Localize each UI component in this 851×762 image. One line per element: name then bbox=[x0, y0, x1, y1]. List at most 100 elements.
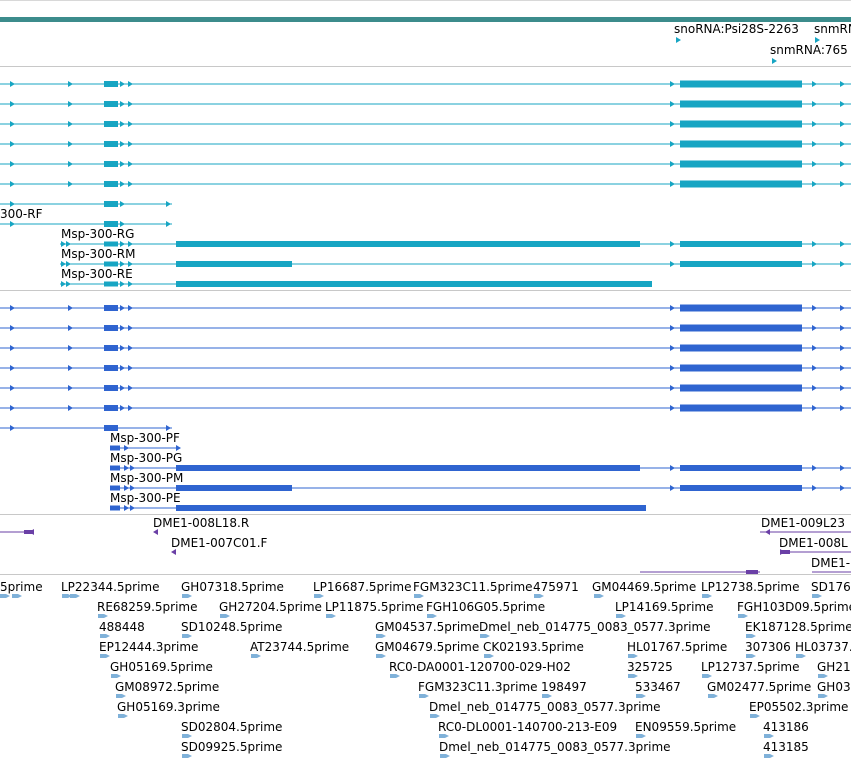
est-label[interactable]: LP22344.5prime bbox=[61, 580, 160, 594]
exon-block bbox=[419, 694, 425, 698]
clone-label[interactable]: DME1-008L bbox=[779, 536, 848, 550]
strand-arrow bbox=[445, 734, 449, 738]
protein-label[interactable]: Msp-300-PF bbox=[110, 431, 180, 445]
est-label[interactable]: RC0-DL0001-140700-213-E09 bbox=[438, 720, 618, 734]
est-label[interactable]: GH05169.5prime bbox=[110, 660, 213, 674]
clone-label[interactable]: DME1-007C01.F bbox=[171, 536, 268, 550]
est-label[interactable]: SD10248.5prime bbox=[181, 620, 283, 634]
est-label[interactable]: FGM323C11.3prime bbox=[418, 680, 538, 694]
strand-arrow bbox=[10, 425, 15, 431]
transcript-label[interactable]: Msp-300-RE bbox=[61, 267, 133, 281]
exon-block bbox=[484, 654, 490, 658]
est-label[interactable]: SD02804.5prime bbox=[181, 720, 283, 734]
strand-arrow bbox=[420, 594, 424, 598]
est-label[interactable]: LP12737.5prime bbox=[701, 660, 800, 674]
strand-arrow bbox=[812, 141, 817, 147]
est-label[interactable]: AT23744.5prime bbox=[250, 640, 350, 654]
strand-arrow bbox=[124, 485, 129, 491]
est-label[interactable]: 413186 bbox=[763, 720, 809, 734]
strand-arrow bbox=[61, 261, 66, 267]
est-label[interactable]: RE68259.5prime bbox=[97, 600, 198, 614]
est-label[interactable]: GM08972.5prime bbox=[115, 680, 220, 694]
snmrna-label[interactable]: snmRNA:765 bbox=[770, 43, 848, 57]
est-label[interactable]: HL01767.5prime bbox=[627, 640, 728, 654]
est-label[interactable]: 488448 bbox=[99, 620, 145, 634]
strand-arrow bbox=[812, 161, 817, 167]
transcript-label[interactable]: Msp-300-RG bbox=[61, 227, 135, 241]
strand-arrow bbox=[840, 365, 845, 371]
est-label[interactable]: 533467 bbox=[635, 680, 681, 694]
strand-arrow bbox=[10, 305, 15, 311]
exon-block bbox=[680, 465, 802, 471]
est-label[interactable]: 475971 bbox=[533, 580, 579, 594]
exon-block bbox=[314, 594, 320, 598]
est-label[interactable]: GH03 bbox=[817, 680, 851, 694]
strand-arrow bbox=[10, 385, 15, 391]
est-label[interactable]: GH05169.3prime bbox=[117, 700, 220, 714]
exon-block bbox=[680, 241, 802, 247]
est-label[interactable]: SD09925.5prime bbox=[181, 740, 283, 754]
snmrna-label[interactable]: snmRN bbox=[814, 22, 851, 36]
strand-arrow bbox=[188, 594, 192, 598]
est-label[interactable]: Dmel_neb_014775_0083_0577.3prime bbox=[439, 740, 671, 754]
exon-block bbox=[680, 140, 802, 148]
protein-label[interactable]: Msp-300-PE bbox=[110, 491, 181, 505]
strand-arrow bbox=[10, 81, 15, 87]
clone-label[interactable]: DME1- bbox=[811, 556, 851, 570]
exon-block bbox=[104, 281, 118, 287]
exon-block bbox=[104, 181, 118, 187]
est-label[interactable]: GM04469.5prime bbox=[592, 580, 697, 594]
est-label[interactable]: FGH103D09.5prime bbox=[737, 600, 851, 614]
strand-arrow bbox=[436, 714, 440, 718]
strand-arrow bbox=[670, 325, 675, 331]
est-label[interactable]: LP11875.5prime bbox=[325, 600, 424, 614]
exon-block bbox=[534, 594, 540, 598]
strand-arrow bbox=[840, 261, 845, 267]
est-label[interactable]: GM04679.5prime bbox=[375, 640, 480, 654]
exon-block bbox=[680, 100, 802, 108]
exon-block bbox=[251, 654, 257, 658]
est-label[interactable]: EK187128.5prime bbox=[745, 620, 851, 634]
est-label[interactable]: HL03737. bbox=[795, 640, 851, 654]
clone-label[interactable]: DME1-008L18.R bbox=[153, 516, 250, 530]
gene-span-bar[interactable] bbox=[0, 17, 851, 22]
est-label[interactable]: SD176 bbox=[811, 580, 851, 594]
est-label[interactable]: GH21 bbox=[817, 660, 851, 674]
exon-block bbox=[104, 161, 118, 167]
est-label[interactable]: EP05502.3prime bbox=[749, 700, 849, 714]
est-label[interactable]: RC0-DA0001-120700-029-H02 bbox=[389, 660, 571, 674]
exon-block bbox=[104, 405, 118, 411]
snorna-label[interactable]: snoRNA:Psi28S-2263 bbox=[674, 22, 799, 36]
est-label[interactable]: 198497 bbox=[541, 680, 587, 694]
exon-block bbox=[118, 714, 124, 718]
est-label[interactable]: 5prime bbox=[0, 580, 43, 594]
est-label[interactable]: 325725 bbox=[627, 660, 673, 674]
est-label[interactable]: Dmel_neb_014775_0083_0577.3prime bbox=[429, 700, 661, 714]
est-label[interactable]: CK02193.5prime bbox=[483, 640, 584, 654]
est-label[interactable]: Dmel_neb_014775_0083_0577.3prime bbox=[479, 620, 711, 634]
protein-label[interactable]: Msp-300-PG bbox=[110, 451, 183, 465]
transcript-label[interactable]: Msp-300-RM bbox=[61, 247, 136, 261]
strand-arrow bbox=[66, 281, 71, 287]
est-label[interactable]: 413185 bbox=[763, 740, 809, 754]
est-label[interactable]: FGH106G05.5prime bbox=[426, 600, 546, 614]
strand-arrow bbox=[106, 654, 110, 658]
est-label[interactable]: GM02477.5prime bbox=[707, 680, 812, 694]
exon-block bbox=[812, 594, 818, 598]
clone-label[interactable]: DME1-009L23 bbox=[761, 516, 845, 530]
est-label[interactable]: GH07318.5prime bbox=[181, 580, 284, 594]
est-label[interactable]: EN09559.5prime bbox=[635, 720, 737, 734]
exon-block bbox=[176, 485, 292, 491]
exon-block bbox=[104, 241, 118, 247]
est-label[interactable]: GM04537.5prime bbox=[375, 620, 480, 634]
est-label[interactable]: EP12444.3prime bbox=[99, 640, 199, 654]
est-label[interactable]: 307306 bbox=[745, 640, 791, 654]
protein-label[interactable]: Msp-300-PM bbox=[110, 471, 184, 485]
exon-block bbox=[818, 674, 824, 678]
est-label[interactable]: LP12738.5prime bbox=[701, 580, 800, 594]
est-label[interactable]: FGM323C11.5prime bbox=[413, 580, 533, 594]
est-label[interactable]: LP16687.5prime bbox=[313, 580, 412, 594]
transcript-label[interactable]: 300-RF bbox=[0, 207, 43, 221]
est-label[interactable]: LP14169.5prime bbox=[615, 600, 714, 614]
est-label[interactable]: GH27204.5prime bbox=[219, 600, 322, 614]
